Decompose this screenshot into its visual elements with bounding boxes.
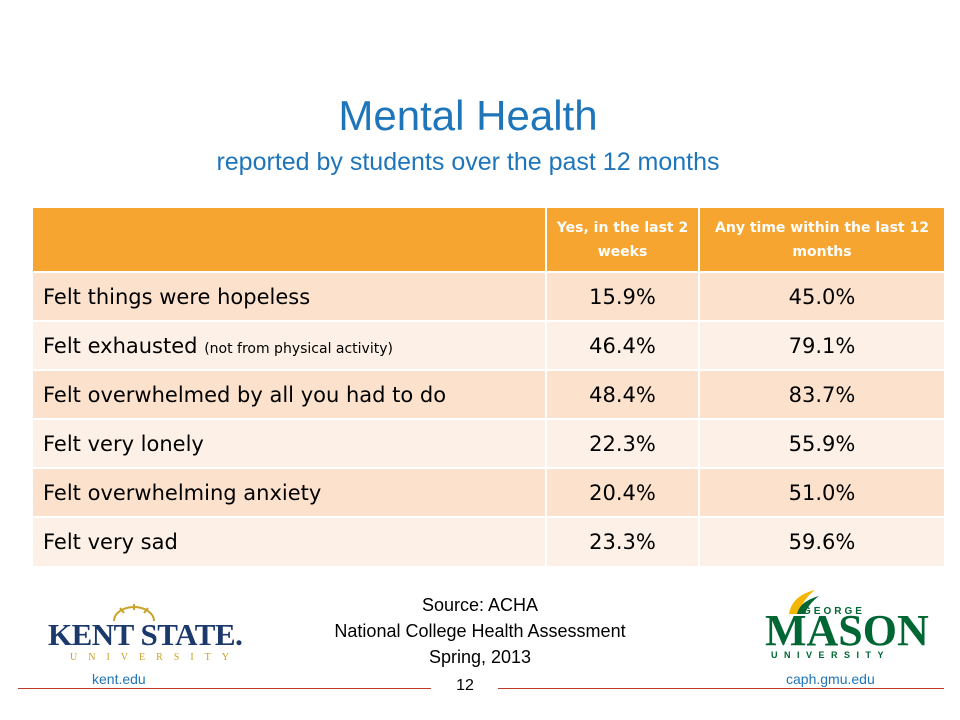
row-label-cell: Felt very sad	[33, 516, 547, 566]
table-row: Felt overwhelmed by all you had to do 48.…	[33, 369, 944, 419]
table-row: Felt exhausted (not from physical activi…	[33, 320, 944, 370]
two-weeks-value: 15.9%	[546, 271, 700, 321]
kent-state-subtitle: UNIVERSITY	[70, 652, 240, 663]
header-two-weeks: Yes, in the last 2 weeks	[546, 208, 700, 272]
row-label: Felt overwhelming anxiety	[43, 480, 322, 505]
slide-subtitle: reported by students over the past 12 mo…	[216, 148, 720, 176]
slide-title: Mental Health	[338, 92, 598, 139]
source-line-2: National College Health Assessment	[334, 621, 626, 641]
twelve-months-value: 51.0%	[699, 467, 944, 517]
footer-rule-left	[18, 688, 431, 689]
twelve-months-value: 45.0%	[699, 271, 944, 321]
mental-health-table: Yes, in the last 2 weeks Any time within…	[33, 208, 944, 566]
two-weeks-value: 22.3%	[546, 418, 700, 468]
row-label-note: (not from physical activity)	[204, 340, 393, 357]
george-mason-wordmark: MASON	[765, 606, 929, 655]
two-weeks-value: 46.4%	[546, 320, 700, 370]
kent-url[interactable]: kent.edu	[92, 671, 146, 687]
row-label: Felt exhausted	[43, 333, 198, 358]
kent-state-wordmark: KENT STATE.	[48, 617, 243, 652]
table-row: Felt overwhelming anxiety 20.4% 51.0%	[33, 467, 944, 517]
row-label-cell: Felt exhausted (not from physical activi…	[33, 320, 547, 370]
twelve-months-value: 79.1%	[699, 320, 944, 370]
two-weeks-value: 23.3%	[546, 516, 700, 566]
george-mason-flame-icon	[789, 590, 819, 614]
source-line-3: Spring, 2013	[428, 647, 532, 667]
source-line-1: Source: ACHA	[421, 595, 539, 615]
row-label-cell: Felt things were hopeless	[33, 271, 547, 321]
row-label: Felt very sad	[43, 530, 178, 554]
row-label: Felt very lonely	[43, 431, 204, 456]
header-twelve-months: Any time within the last 12 months	[699, 208, 944, 272]
page-number: 12	[456, 677, 474, 694]
twelve-months-value: 59.6%	[699, 516, 944, 566]
two-weeks-value: 20.4%	[546, 467, 700, 517]
row-label-cell: Felt overwhelming anxiety	[33, 467, 547, 517]
george-mason-logo: GEORGE MASON UNIVERSITY	[765, 588, 929, 666]
kent-state-logo: KENT STATE. UNIVERSITY	[48, 604, 243, 668]
footer-rule-right	[498, 688, 944, 689]
source-note: Source: ACHA National College Health Ass…	[260, 592, 700, 670]
table-row: Felt very sad 23.3% 59.6%	[33, 516, 944, 566]
table-header-row: Yes, in the last 2 weeks Any time within…	[33, 208, 944, 272]
george-mason-top-word: GEORGE	[803, 606, 865, 617]
twelve-months-value: 83.7%	[699, 369, 944, 419]
twelve-months-value: 55.9%	[699, 418, 944, 468]
row-label: Felt things were hopeless	[43, 284, 311, 309]
kent-state-sun-mark-icon	[113, 604, 155, 622]
two-weeks-value: 48.4%	[546, 369, 700, 419]
table-row: Felt things were hopeless 15.9% 45.0%	[33, 271, 944, 321]
row-label-cell: Felt very lonely	[33, 418, 547, 468]
george-mason-subtitle: UNIVERSITY	[771, 650, 891, 660]
gmu-url[interactable]: caph.gmu.edu	[786, 671, 875, 687]
row-label: Felt overwhelmed by all you had to do	[43, 382, 447, 407]
table-row: Felt very lonely 22.3% 55.9%	[33, 418, 944, 468]
row-label-cell: Felt overwhelmed by all you had to do	[33, 369, 547, 419]
header-blank	[33, 208, 547, 272]
